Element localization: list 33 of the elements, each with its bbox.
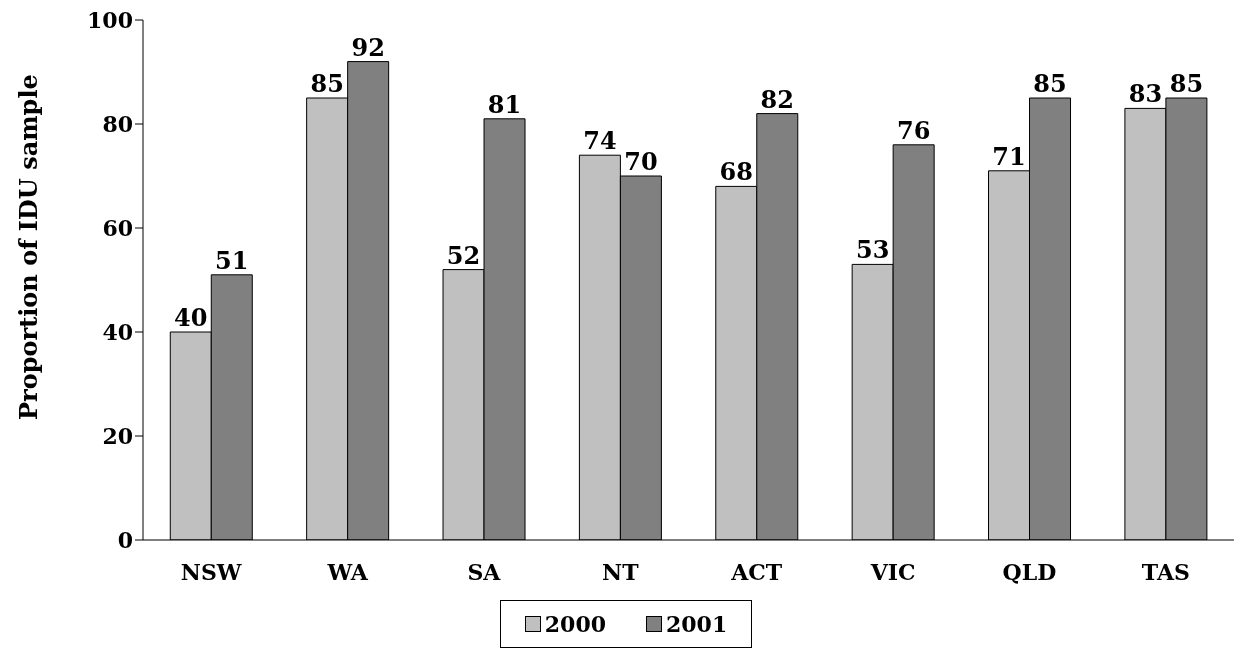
data-label: 85 — [1169, 69, 1204, 98]
data-label: 53 — [855, 235, 890, 265]
data-label: 74 — [583, 126, 617, 156]
x-tick-label: SA — [467, 558, 502, 585]
x-tick-label: NT — [602, 558, 640, 585]
data-label: 68 — [719, 157, 753, 187]
x-tick-label: QLD — [1002, 558, 1057, 585]
data-label: 76 — [896, 115, 931, 145]
x-tick-label: WA — [326, 558, 369, 585]
data-label: 82 — [760, 84, 794, 114]
data-label: 52 — [446, 240, 481, 270]
x-tick-label: VIC — [869, 558, 916, 585]
data-label: 71 — [992, 141, 1026, 171]
data-label: 70 — [624, 147, 658, 176]
data-label: 92 — [351, 32, 385, 62]
x-tick-label: ACT — [730, 558, 783, 585]
x-tick-label: TAS — [1141, 558, 1190, 585]
data-label: 85 — [310, 69, 344, 98]
y-axis-title: Proportion of IDU sample — [13, 74, 43, 420]
y-tick-label: 40 — [102, 318, 133, 345]
legend-label: 2000 — [543, 611, 606, 637]
y-tick-label: 20 — [102, 422, 133, 449]
y-tick-label: 60 — [102, 214, 133, 241]
legend-label: 2001 — [665, 611, 728, 637]
data-label: 40 — [174, 303, 208, 332]
y-tick-label: 0 — [117, 526, 133, 553]
data-label: 85 — [1033, 69, 1067, 98]
y-tick-label: 100 — [87, 6, 133, 33]
y-tick-label: 80 — [102, 110, 133, 137]
data-label: 83 — [1128, 79, 1163, 109]
data-label: 81 — [487, 89, 522, 119]
data-label: 51 — [215, 245, 249, 275]
x-tick-label: NSW — [180, 558, 242, 585]
